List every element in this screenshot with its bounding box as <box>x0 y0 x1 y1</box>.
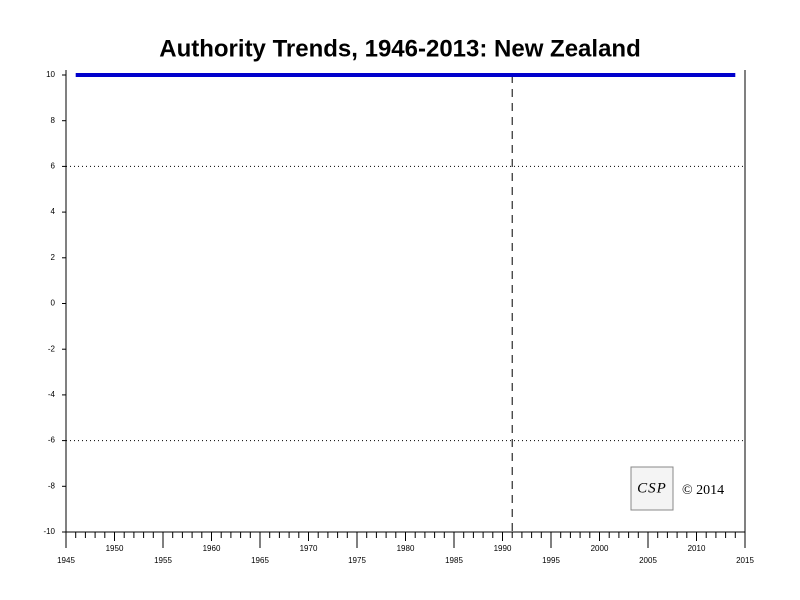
logo-box <box>630 466 674 511</box>
x-tick-label: 1995 <box>542 556 560 565</box>
y-tick-label: 4 <box>51 207 56 216</box>
y-tick-label: -2 <box>48 344 56 353</box>
x-tick-label: 1975 <box>348 556 366 565</box>
x-tick-label: 2015 <box>736 556 754 565</box>
y-tick-label: -8 <box>48 481 56 490</box>
x-tick-label: 2000 <box>591 544 609 553</box>
y-tick-label: -4 <box>48 390 56 399</box>
y-tick-label: -10 <box>43 527 55 536</box>
x-tick-label: 1970 <box>300 544 318 553</box>
x-tick-label: 1945 <box>57 556 75 565</box>
x-tick-label: 1960 <box>203 544 221 553</box>
y-tick-label: 10 <box>46 70 55 79</box>
copyright: © 2014 <box>682 483 724 498</box>
logo: CSP <box>637 480 667 496</box>
x-tick-label: 1985 <box>445 556 463 565</box>
x-tick-label: 2010 <box>688 544 706 553</box>
x-tick-label: 1965 <box>251 556 269 565</box>
y-tick-label: 0 <box>51 299 56 308</box>
y-tick-label: -6 <box>48 436 56 445</box>
x-tick-label: 1980 <box>397 544 415 553</box>
x-tick-label: 1955 <box>154 556 172 565</box>
x-tick-label: 1990 <box>494 544 512 553</box>
y-tick-label: 2 <box>51 253 56 262</box>
x-tick-label: 1950 <box>106 544 124 553</box>
y-tick-label: 6 <box>51 162 56 171</box>
y-tick-label: 8 <box>51 116 56 125</box>
x-tick-label: 2005 <box>639 556 657 565</box>
chart-title: Authority Trends, 1946-2013: New Zealand <box>159 35 641 62</box>
